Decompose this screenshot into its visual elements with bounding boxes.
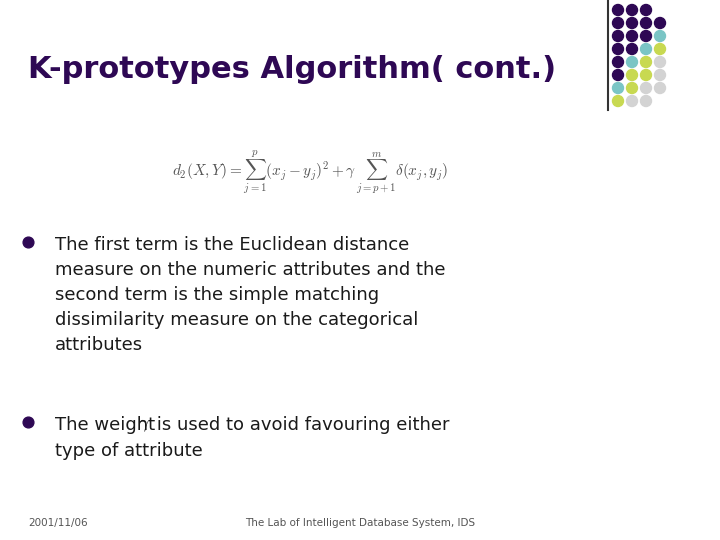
Circle shape	[626, 57, 637, 68]
Circle shape	[613, 96, 624, 106]
Text: The Lab of Intelligent Database System, IDS: The Lab of Intelligent Database System, …	[245, 518, 475, 528]
Circle shape	[613, 70, 624, 80]
Circle shape	[613, 17, 624, 29]
Circle shape	[626, 17, 637, 29]
Circle shape	[641, 30, 652, 42]
Circle shape	[626, 70, 637, 80]
Circle shape	[654, 70, 665, 80]
Circle shape	[626, 44, 637, 55]
Text: $\gamma$: $\gamma$	[138, 416, 150, 434]
Circle shape	[654, 44, 665, 55]
Point	[22, 238, 34, 246]
Circle shape	[641, 70, 652, 80]
Text: The weight: The weight	[55, 416, 161, 434]
Circle shape	[654, 30, 665, 42]
Circle shape	[626, 4, 637, 16]
Circle shape	[641, 83, 652, 93]
Point	[22, 417, 34, 426]
Circle shape	[641, 17, 652, 29]
Circle shape	[613, 57, 624, 68]
Circle shape	[613, 44, 624, 55]
Text: The first term is the Euclidean distance
measure on the numeric attributes and t: The first term is the Euclidean distance…	[55, 236, 446, 354]
Circle shape	[641, 57, 652, 68]
Circle shape	[613, 4, 624, 16]
Text: K-prototypes Algorithm( cont.): K-prototypes Algorithm( cont.)	[28, 56, 556, 84]
Circle shape	[626, 96, 637, 106]
Text: $d_2(X,Y) = \sum_{j=1}^{p}(x_j - y_j)^2 + \gamma \, \sum_{j=p+1}^{m}\delta(x_j, : $d_2(X,Y) = \sum_{j=1}^{p}(x_j - y_j)^2 …	[172, 148, 448, 196]
Circle shape	[641, 44, 652, 55]
Text: 2001/11/06: 2001/11/06	[28, 518, 88, 528]
Circle shape	[641, 96, 652, 106]
Circle shape	[654, 17, 665, 29]
Circle shape	[654, 57, 665, 68]
Circle shape	[613, 83, 624, 93]
Circle shape	[626, 83, 637, 93]
Circle shape	[613, 30, 624, 42]
Text: is used to avoid favouring either: is used to avoid favouring either	[151, 416, 449, 434]
Text: type of attribute: type of attribute	[55, 442, 203, 460]
Circle shape	[654, 83, 665, 93]
Circle shape	[626, 30, 637, 42]
Circle shape	[641, 4, 652, 16]
